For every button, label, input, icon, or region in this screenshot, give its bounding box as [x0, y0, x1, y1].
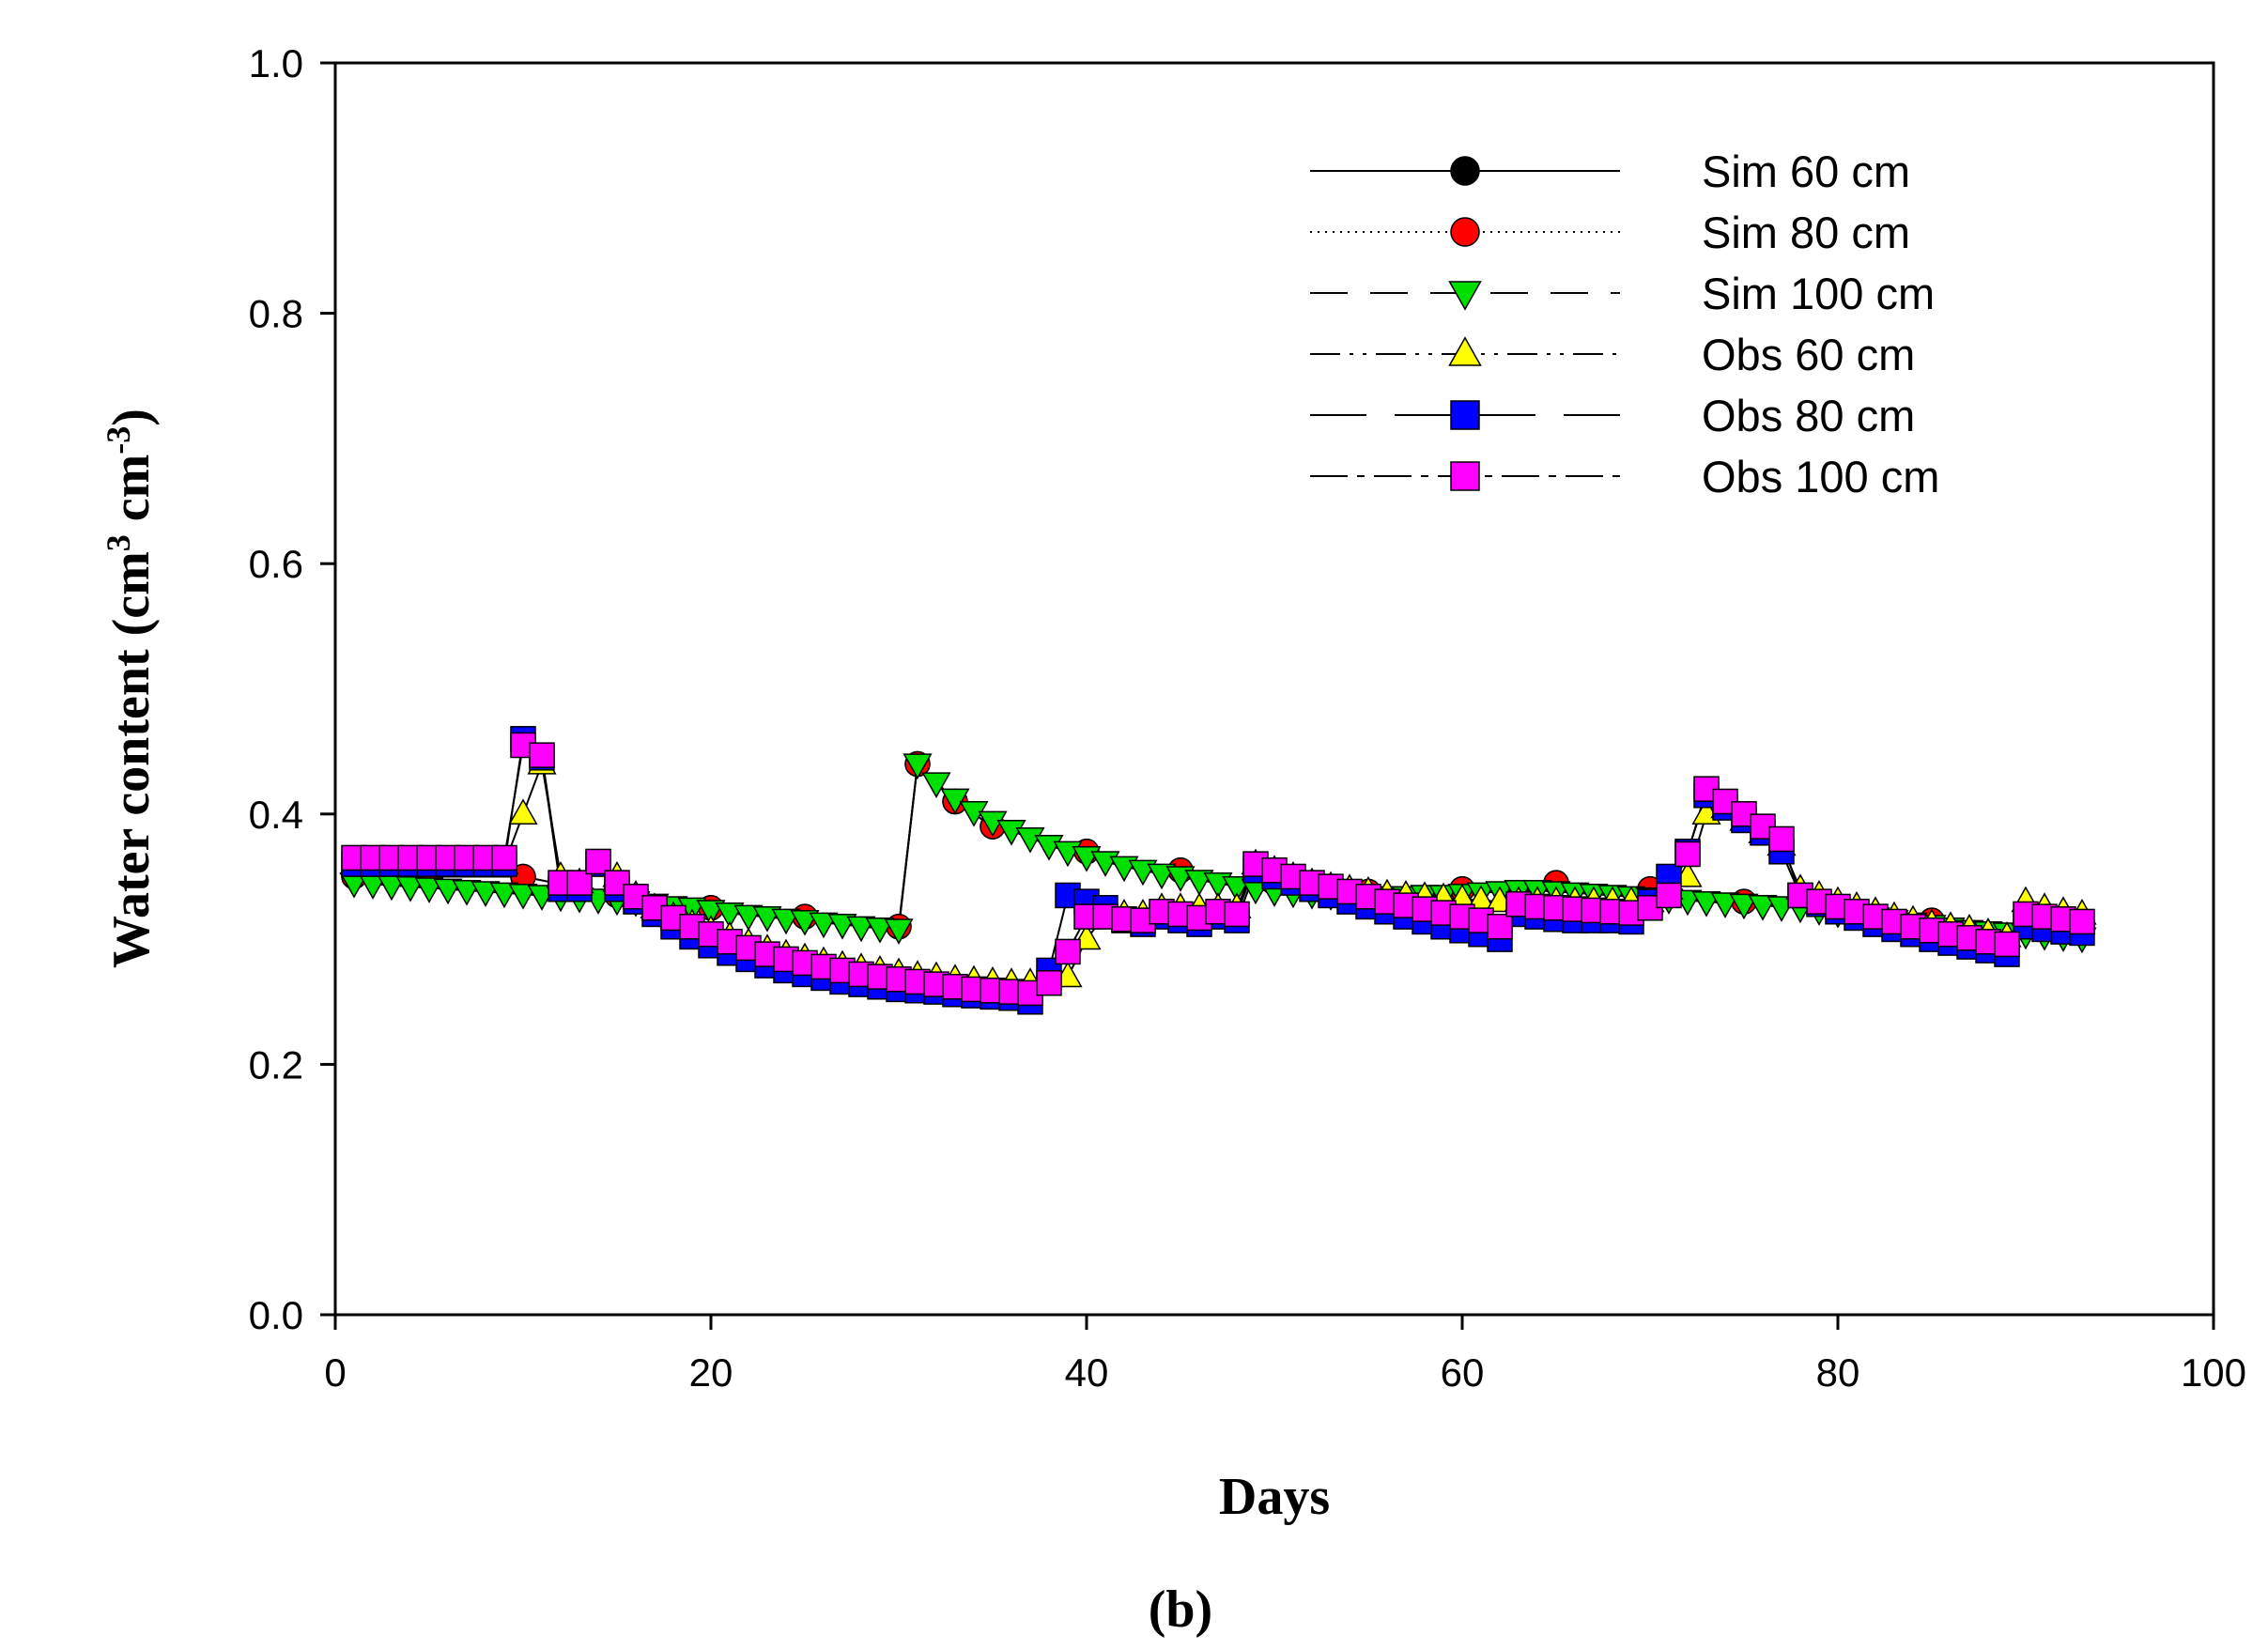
y-axis-title-sup1: 3	[100, 534, 137, 551]
legend-label-obs-100-cm: Obs 100 cm	[1702, 452, 1939, 501]
data-point-obs-100-cm	[1224, 901, 1250, 928]
x-tick-label: 80	[1816, 1350, 1860, 1395]
y-tick-label: 0.6	[249, 542, 303, 586]
series-points-obs-100-cm	[341, 732, 2095, 1007]
data-point-obs-100-cm	[1036, 970, 1062, 996]
data-point-obs-60-cm	[508, 798, 538, 825]
data-point-sim-100-cm	[921, 772, 951, 798]
data-point-sim-100-cm	[1691, 890, 1721, 918]
x-tick-label: 20	[689, 1350, 733, 1395]
legend: Sim 60 cm Sim 80 cm Sim 100 cm Obs 60 cm Obs…	[1310, 146, 1939, 501]
axis-ticks: 0 20 40 60 80 100 0.0 0.2 0.4 0.6 0.8 1.0	[249, 41, 2246, 1395]
data-point-obs-100-cm	[2069, 908, 2095, 935]
data-point-sim-100-cm	[996, 819, 1026, 846]
y-tick-label: 0.4	[249, 793, 303, 837]
data-point-sim-100-cm	[1710, 892, 1740, 918]
data-point-sim-100-cm	[508, 883, 538, 910]
data-point-sim-100-cm	[471, 881, 501, 907]
data-point-sim-100-cm	[809, 912, 839, 939]
x-tick-label: 40	[1065, 1350, 1109, 1395]
data-point-obs-100-cm	[604, 870, 630, 896]
y-tick-label: 0.0	[249, 1293, 303, 1337]
figure-caption: (b)	[1149, 1581, 1212, 1639]
data-point-sim-100-cm	[414, 877, 444, 903]
data-point-sim-100-cm	[884, 918, 914, 945]
legend-marker-obs-100-cm	[1450, 461, 1480, 491]
y-tick-label: 0.2	[249, 1042, 303, 1087]
data-point-obs-100-cm	[1994, 931, 2020, 958]
data-point-obs-100-cm	[566, 870, 593, 896]
data-point-sim-100-cm	[1729, 893, 1759, 920]
legend-label-sim-100-cm: Sim 100 cm	[1702, 269, 1935, 318]
legend-marker-sim-100-cm	[1448, 281, 1482, 311]
data-point-obs-100-cm	[585, 848, 611, 875]
data-point-obs-100-cm	[1656, 882, 1682, 909]
data-point-sim-100-cm	[771, 908, 801, 935]
data-point-obs-100-cm	[1487, 914, 1513, 940]
data-point-sim-100-cm	[1748, 894, 1778, 921]
legend-label-obs-60-cm: Obs 60 cm	[1702, 330, 1915, 379]
data-point-sim-100-cm	[452, 879, 482, 906]
x-tick-label: 100	[2181, 1350, 2246, 1395]
legend-label-obs-80-cm: Obs 80 cm	[1702, 391, 1915, 440]
data-point-sim-100-cm	[489, 882, 519, 909]
data-point-sim-100-cm	[1015, 826, 1045, 854]
legend-marker-sim-80-cm	[1450, 217, 1480, 247]
data-point-obs-100-cm	[1768, 825, 1795, 853]
legend-marker-obs-80-cm	[1450, 400, 1480, 430]
legend-marker-obs-60-cm	[1448, 336, 1482, 366]
data-point-sim-100-cm	[846, 916, 876, 943]
plot-frame	[333, 61, 2215, 1317]
data-point-obs-100-cm	[491, 844, 517, 871]
data-point-obs-100-cm	[1055, 938, 1081, 965]
y-axis-title: Water content (cm3 cm-3)	[100, 409, 161, 968]
data-point-obs-100-cm	[1674, 840, 1701, 868]
x-tick-label: 0	[324, 1350, 346, 1395]
data-point-obs-100-cm	[529, 742, 555, 768]
data-point-sim-100-cm	[865, 917, 895, 944]
x-axis-title: Days	[1219, 1468, 1330, 1526]
series-markers	[339, 726, 2097, 1015]
y-axis-title-mid: cm	[102, 455, 161, 535]
y-tick-label: 0.8	[249, 292, 303, 336]
data-point-sim-100-cm	[433, 878, 463, 905]
y-tick-label: 1.0	[249, 41, 303, 85]
data-point-sim-100-cm	[733, 904, 764, 932]
legend-label-sim-80-cm: Sim 80 cm	[1702, 208, 1910, 257]
legend-label-sim-60-cm: Sim 60 cm	[1702, 146, 1910, 196]
data-point-sim-100-cm	[903, 753, 933, 779]
legend-marker-sim-60-cm	[1450, 156, 1480, 186]
x-tick-label: 60	[1441, 1350, 1485, 1395]
y-axis-title-end: )	[102, 409, 161, 426]
y-axis-title-sup2: -3	[100, 426, 137, 455]
y-axis-title-main: Water content (cm	[102, 551, 161, 968]
